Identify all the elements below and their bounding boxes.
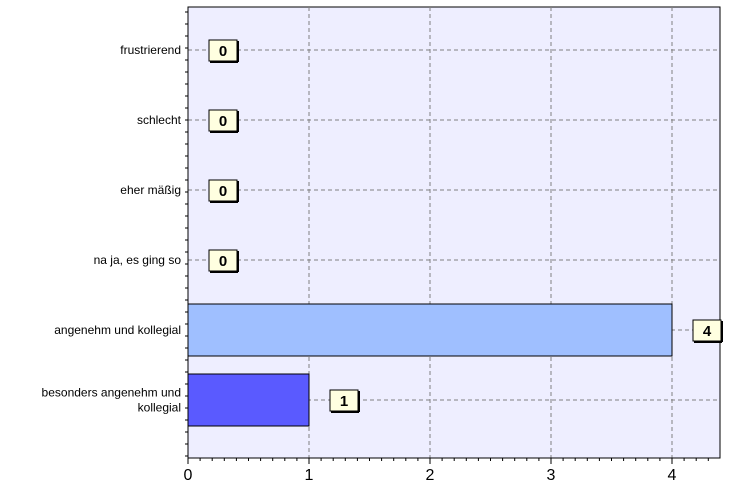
bar <box>187 303 673 357</box>
data-label-value: 0 <box>219 43 227 60</box>
category-labels: frustrierend schlecht eher mäßig na ja, es … <box>42 43 182 415</box>
x-tick-label: 3 <box>547 467 556 484</box>
axes <box>185 7 720 464</box>
data-label: 0 <box>208 179 239 203</box>
category-label: angenehm und kollegial <box>54 323 181 337</box>
x-tick-label: 4 <box>668 467 677 484</box>
bar <box>187 373 310 427</box>
data-label: 0 <box>208 109 239 133</box>
bars <box>187 303 673 427</box>
x-tick-labels: 0 1 2 3 4 <box>184 467 677 484</box>
x-tick-label: 1 <box>305 467 314 484</box>
category-label: frustrierend <box>120 43 181 57</box>
data-labels: 0 0 0 0 4 1 <box>208 39 723 413</box>
category-label: besonders angenehm und <box>42 386 181 400</box>
data-label-value: 0 <box>219 113 227 130</box>
category-label: kollegial <box>138 401 181 415</box>
x-tick-label: 2 <box>426 467 435 484</box>
category-label: eher mäßig <box>120 183 181 197</box>
data-label: 1 <box>329 389 360 413</box>
category-label: schlecht <box>137 113 182 127</box>
x-tick-label: 0 <box>184 467 193 484</box>
data-label-value: 4 <box>703 323 712 340</box>
data-label: 4 <box>692 319 723 343</box>
data-label-value: 1 <box>340 393 348 410</box>
data-label-value: 0 <box>219 253 227 270</box>
data-label: 0 <box>208 39 239 63</box>
category-label: na ja, es ging so <box>94 253 182 267</box>
data-label-value: 0 <box>219 183 227 200</box>
data-label: 0 <box>208 249 239 273</box>
